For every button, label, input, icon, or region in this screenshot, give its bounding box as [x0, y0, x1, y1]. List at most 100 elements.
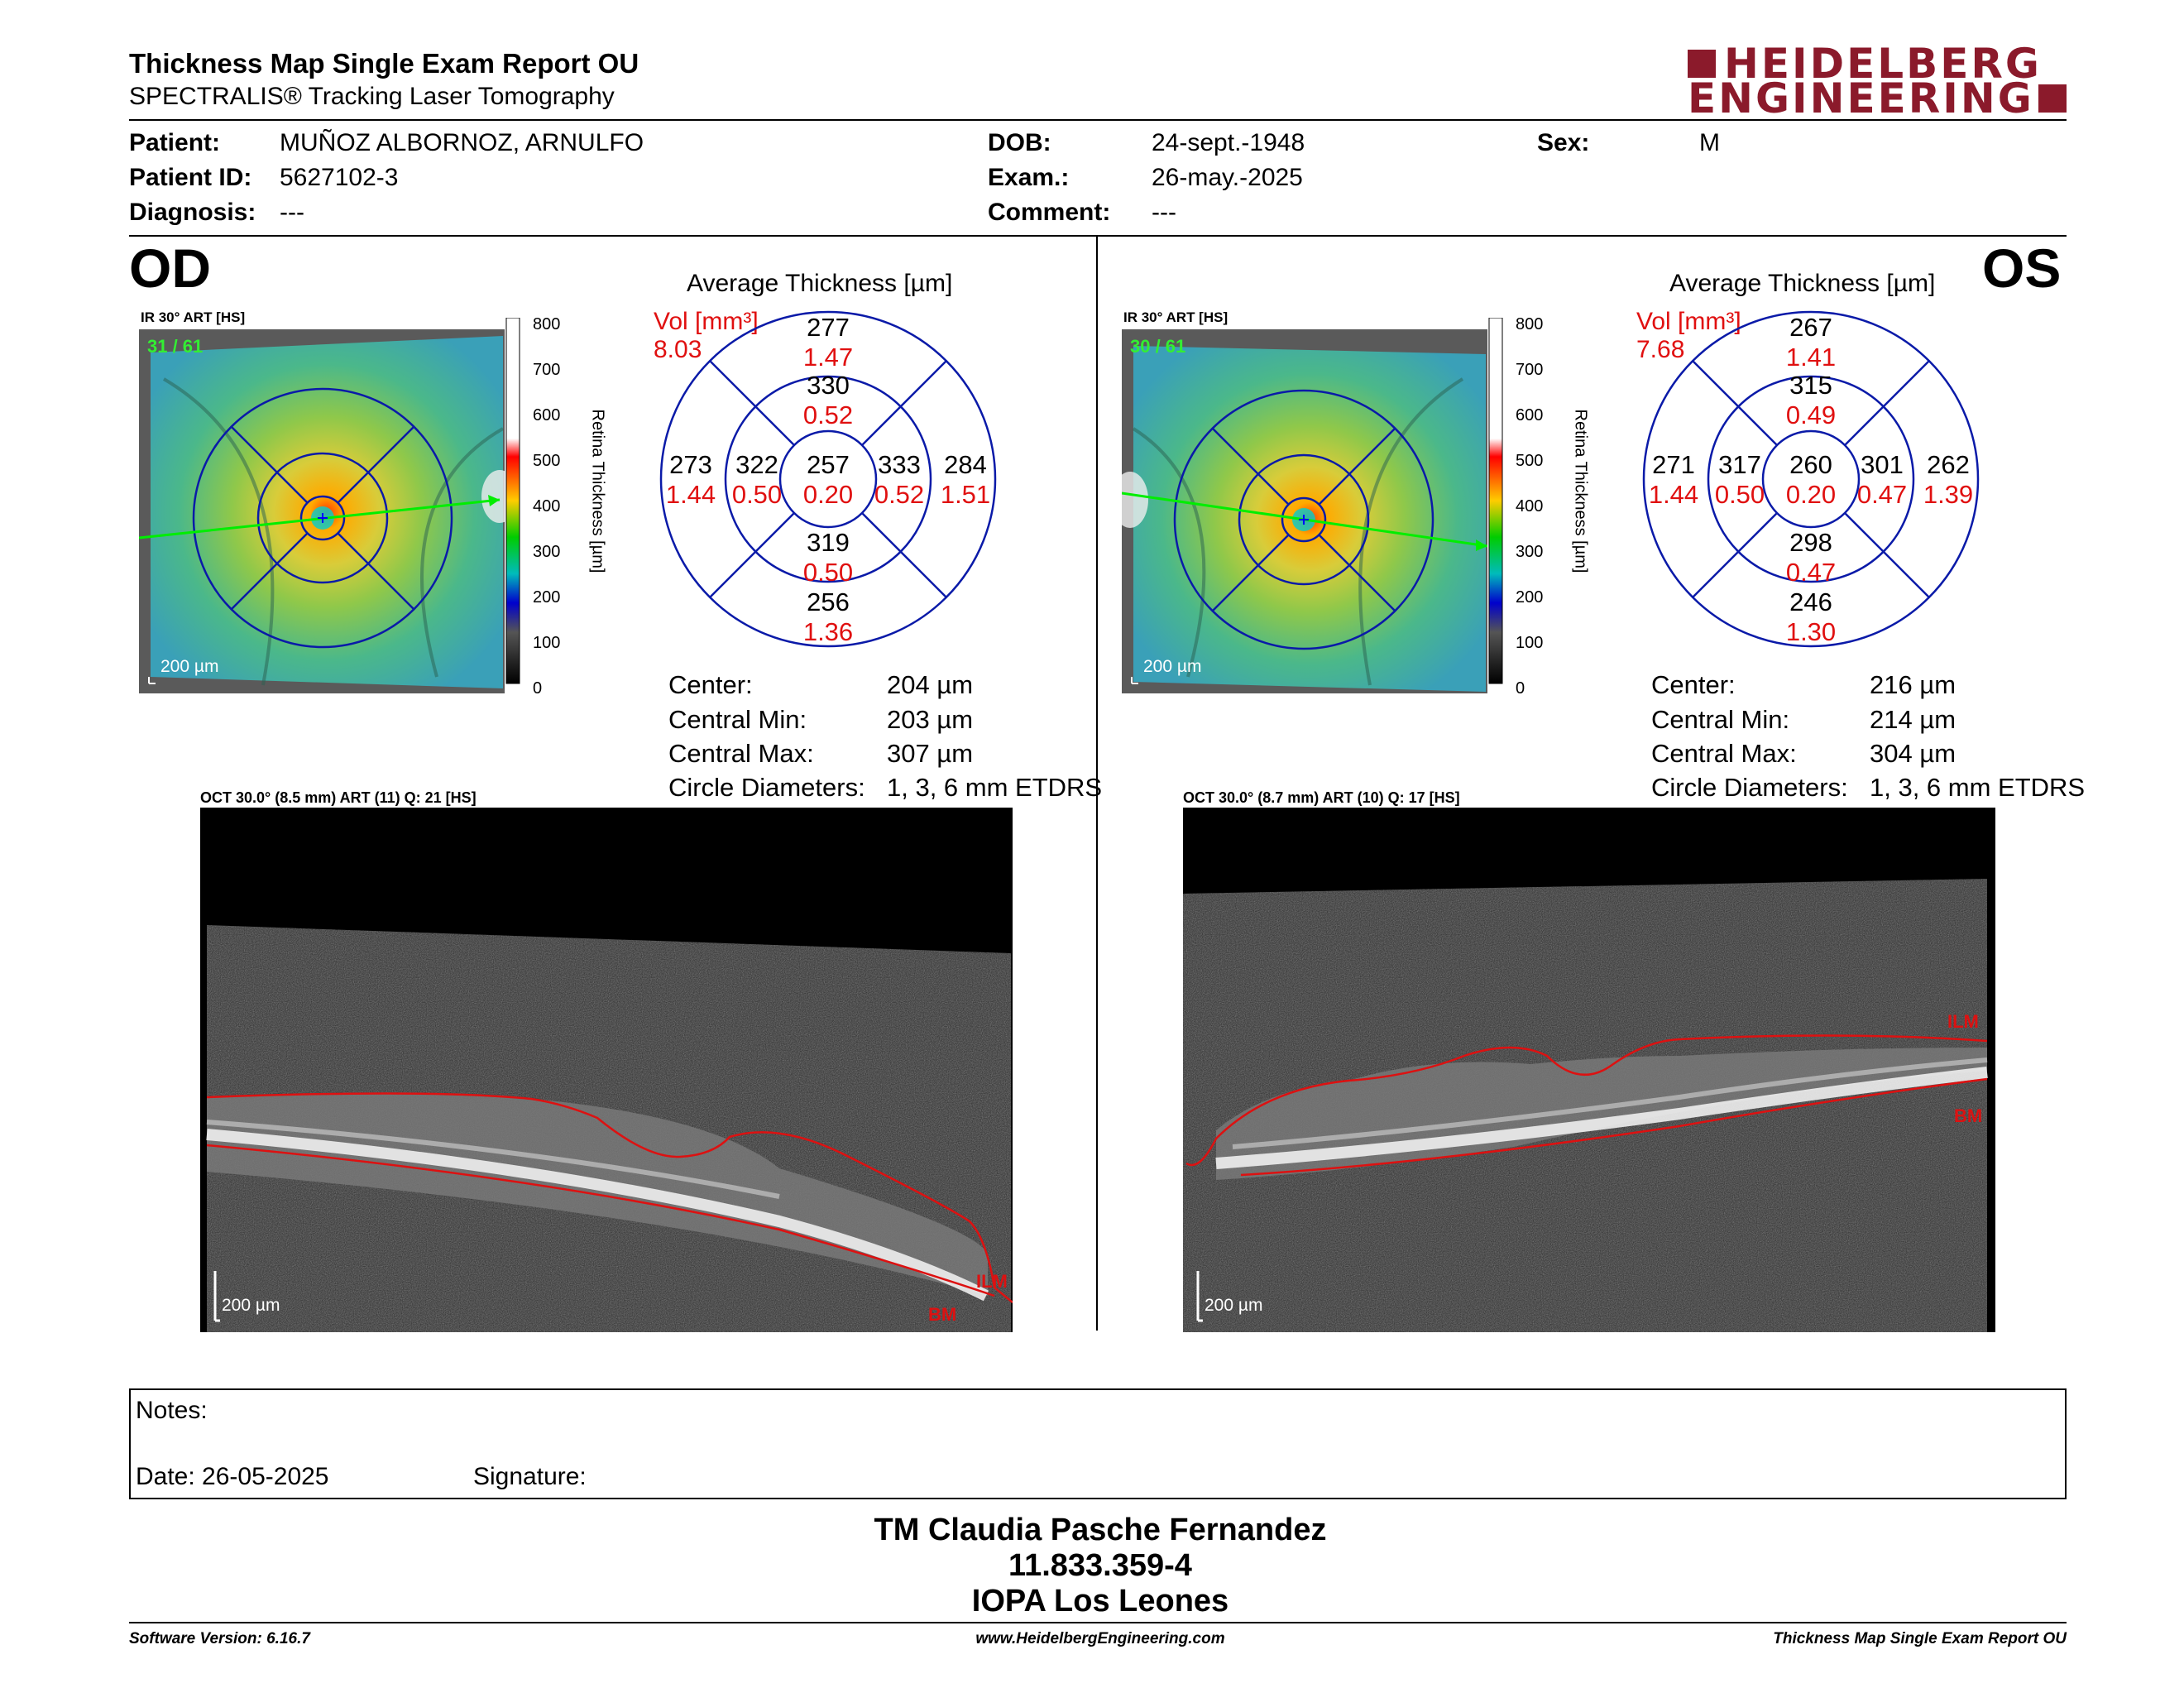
- od-tick-100: 100: [533, 634, 561, 652]
- signer-institution: IOPA Los Leones: [971, 1584, 1229, 1618]
- od-etdrs-grid: [659, 310, 997, 648]
- od-stat-diam-value: 1, 3, 6 mm ETDRS: [887, 773, 1103, 802]
- footer-software: Software Version: 6.16.7: [129, 1630, 310, 1647]
- report-title: Thickness Map Single Exam Report OU: [129, 48, 639, 79]
- exam-value: 26-may.-2025: [1152, 164, 1303, 191]
- os-fundus-map: 30 / 61 200 µm: [1122, 329, 1487, 693]
- os-inner-left-vol: 0.50: [1714, 480, 1765, 509]
- os-outer-sup-vol: 1.41: [1785, 343, 1837, 372]
- os-oct-scan: 200 µm ILM BM: [1183, 808, 1995, 1332]
- footer-divider: [129, 1622, 2067, 1623]
- od-inner-right-thick: 333: [878, 450, 921, 479]
- os-inner-inf-vol: 0.47: [1785, 558, 1837, 587]
- os-tick-500: 500: [1516, 452, 1544, 470]
- od-vol-value: 8.03: [654, 336, 702, 363]
- od-center-vol: 0.20: [802, 480, 854, 509]
- dob-value: 24-sept.-1948: [1152, 129, 1305, 156]
- os-outer-inf-thick: 246: [1789, 587, 1832, 616]
- diagnosis-value: ---: [280, 199, 304, 226]
- od-stat-diam-label: Circle Diameters:: [668, 773, 865, 802]
- patient-label: Patient:: [129, 129, 221, 156]
- os-inner-sup-thick: 315: [1789, 371, 1832, 400]
- od-inner-left-vol: 0.50: [731, 480, 783, 509]
- os-stat-center-value: 216 µm: [1870, 670, 1956, 699]
- od-ir-label: IR 30° ART [HS]: [141, 309, 246, 325]
- od-tick-700: 700: [533, 361, 561, 379]
- od-oct-scale: 200 µm: [222, 1296, 280, 1315]
- os-tick-400: 400: [1516, 497, 1544, 516]
- od-colorbar-title: Retina Thickness [µm]: [588, 409, 607, 573]
- os-map-svg: [1122, 329, 1487, 693]
- os-oct-svg: [1183, 879, 1988, 1332]
- os-outer-left-vol: 1.44: [1648, 480, 1699, 509]
- od-outer-sup-vol: 1.47: [802, 343, 854, 372]
- notes-box: Notes: Date: 26-05-2025 Signature:: [129, 1388, 2067, 1499]
- logo-line2: ENGINEERING: [1688, 74, 2034, 122]
- os-stat-center-label: Center:: [1651, 670, 1736, 699]
- sex-label: Sex:: [1537, 129, 1590, 156]
- exam-label: Exam.:: [988, 164, 1070, 191]
- od-stat-max-label: Central Max:: [668, 739, 814, 768]
- os-inner-inf-thick: 298: [1789, 528, 1832, 557]
- logo-square-bottom: [2038, 84, 2067, 113]
- od-ilm-label: ILM: [976, 1271, 1008, 1292]
- os-stat-max-value: 304 µm: [1870, 739, 1956, 768]
- os-center-thick: 260: [1789, 450, 1832, 479]
- os-avg-title: Average Thickness [µm]: [1669, 270, 1936, 297]
- os-colorbar: 800 700 600 500 400 300 200 100 0 Retina…: [1487, 316, 1590, 697]
- os-tick-0: 0: [1516, 679, 1525, 698]
- od-oct-scan: 200 µm ILM BM: [200, 808, 1013, 1332]
- os-frame-counter: 30 / 61: [1130, 336, 1186, 357]
- od-vol-label: Vol [mm³]: [654, 308, 759, 335]
- od-outer-inf-vol: 1.36: [802, 617, 854, 646]
- od-tick-400: 400: [533, 497, 561, 516]
- notes-signature: Signature:: [473, 1463, 587, 1490]
- od-tick-800: 800: [533, 315, 561, 333]
- od-stat-min-label: Central Min:: [668, 705, 807, 734]
- od-bm-label: BM: [928, 1304, 957, 1325]
- od-tick-0: 0: [533, 679, 543, 698]
- diagnosis-label: Diagnosis:: [129, 199, 256, 226]
- od-tick-600: 600: [533, 406, 561, 424]
- os-vol-label: Vol [mm³]: [1636, 308, 1741, 335]
- footer-website[interactable]: www.HeidelbergEngineering.com: [975, 1630, 1225, 1647]
- comment-value: ---: [1152, 199, 1176, 226]
- od-stat-min-value: 203 µm: [887, 705, 974, 734]
- eye-divider: [1096, 237, 1098, 1331]
- os-bm-label: BM: [1954, 1105, 1983, 1126]
- os-inner-right-thick: 301: [1861, 450, 1904, 479]
- os-tick-800: 800: [1516, 315, 1544, 333]
- od-stat-center-value: 204 µm: [887, 670, 974, 699]
- od-eye-label: OD: [129, 237, 211, 299]
- os-outer-sup-thick: 267: [1789, 313, 1832, 342]
- od-inner-left-thick: 322: [735, 450, 778, 479]
- os-outer-right-thick: 262: [1927, 450, 1970, 479]
- od-avg-title: Average Thickness [µm]: [687, 270, 953, 297]
- os-etdrs-values: 267 1.41 315 0.49 260 0.20 317 0.50 301 …: [1641, 309, 1980, 649]
- os-stat-max-label: Central Max:: [1651, 739, 1797, 768]
- od-stat-max-value: 307 µm: [887, 739, 974, 768]
- os-outer-left-thick: 271: [1652, 450, 1695, 479]
- os-outer-inf-vol: 1.30: [1785, 617, 1837, 646]
- od-tick-500: 500: [533, 452, 561, 470]
- od-stat-center-label: Center:: [668, 670, 753, 699]
- od-outer-left-thick: 273: [669, 450, 712, 479]
- dob-label: DOB:: [988, 129, 1051, 156]
- os-tick-600: 600: [1516, 406, 1544, 424]
- footer-report-name: Thickness Map Single Exam Report OU: [1773, 1630, 2067, 1647]
- os-stat-min-value: 214 µm: [1870, 705, 1956, 734]
- signer-rut: 11.833.359-4: [1008, 1548, 1192, 1583]
- os-ir-label: IR 30° ART [HS]: [1123, 309, 1228, 325]
- report-subtitle: SPECTRALIS® Tracking Laser Tomography: [129, 83, 615, 110]
- od-oct-label: OCT 30.0° (8.5 mm) ART (11) Q: 21 [HS]: [200, 789, 477, 806]
- header-divider: [129, 119, 2067, 121]
- os-etdrs-grid: [1642, 310, 1980, 648]
- comment-label: Comment:: [988, 199, 1111, 226]
- patient-value: MUÑOZ ALBORNOZ, ARNULFO: [280, 129, 644, 156]
- os-vol-value: 7.68: [1636, 336, 1685, 363]
- os-map-scale: 200 µm: [1143, 657, 1202, 676]
- od-center-thick: 257: [807, 450, 850, 479]
- od-inner-right-vol: 0.52: [874, 480, 925, 509]
- od-outer-left-vol: 1.44: [665, 480, 716, 509]
- os-tick-100: 100: [1516, 634, 1544, 652]
